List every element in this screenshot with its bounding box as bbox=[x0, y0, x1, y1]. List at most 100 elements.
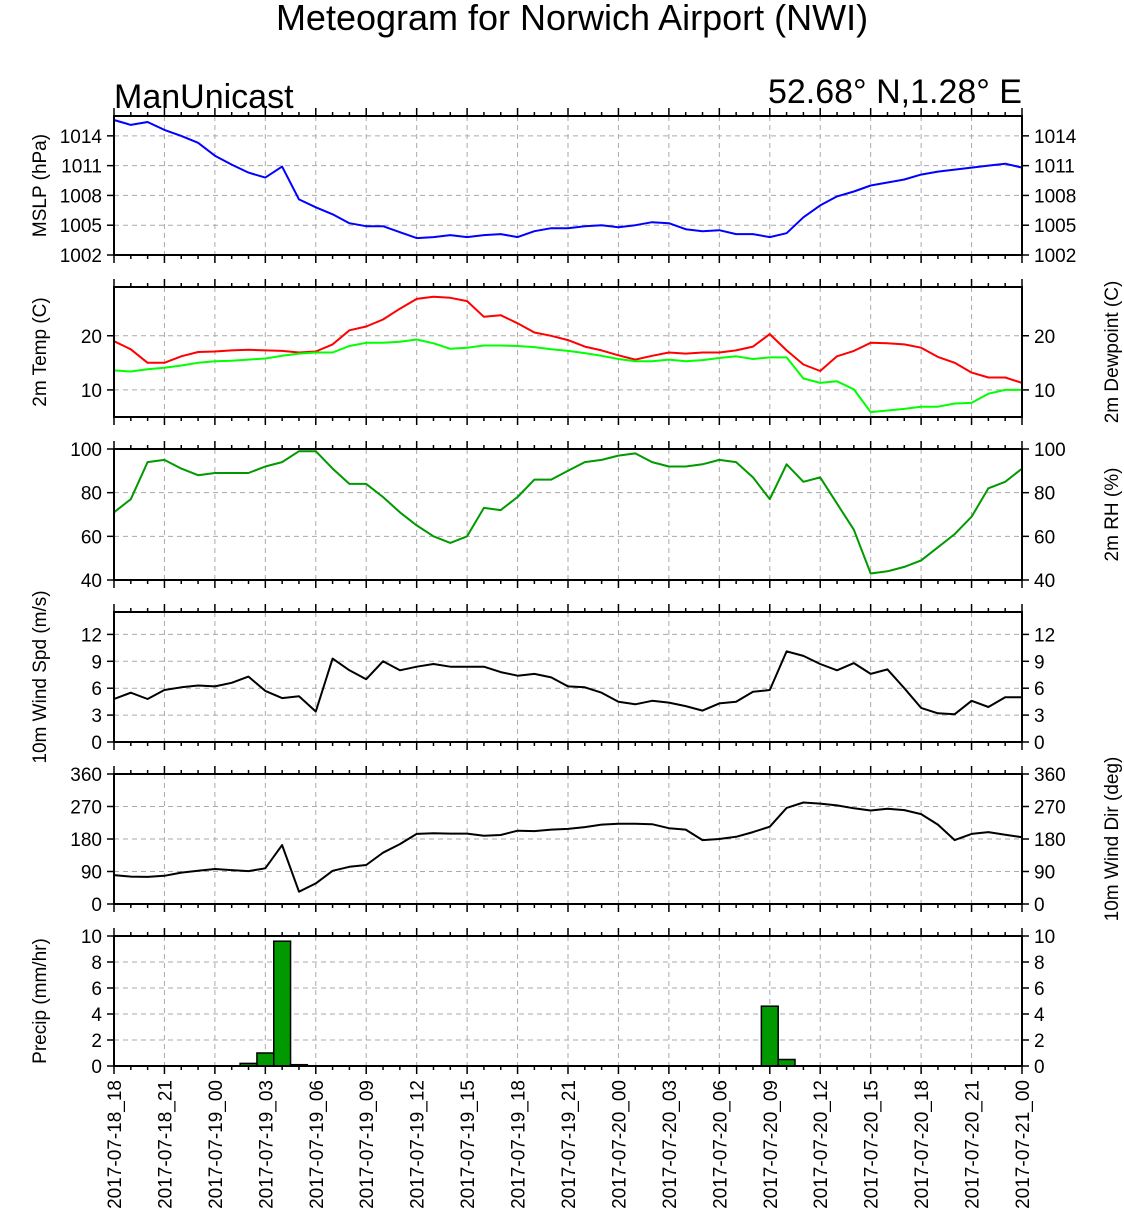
x-tick-label: 2017-07-20_03 bbox=[660, 1080, 681, 1209]
y-tick-label-left: 12 bbox=[81, 625, 102, 646]
x-tick-label: 2017-07-20_21 bbox=[963, 1080, 984, 1209]
precip-bar bbox=[760, 1005, 779, 1067]
temp-series-line-1 bbox=[113, 338, 1022, 414]
y-tick-label-left: 60 bbox=[81, 527, 102, 548]
y-tick-label-right: 1005 bbox=[1034, 216, 1076, 237]
panel-precip: 0 2 4 6 8 10 0 2 4 6 8 10 Precip (mm/hr) 2017-07-18_1… bbox=[30, 927, 1055, 1209]
mslp-series-line-0 bbox=[113, 119, 1023, 240]
precip-bar bbox=[256, 1052, 275, 1067]
x-tick-label: 2017-07-19_15 bbox=[458, 1080, 479, 1209]
x-tick-label: 2017-07-20_00 bbox=[609, 1080, 630, 1209]
wdir-series-line-0 bbox=[113, 801, 1023, 893]
y-tick-label-right: 100 bbox=[1034, 440, 1066, 461]
x-tick-label: 2017-07-19_21 bbox=[559, 1080, 580, 1209]
y-tick-label-left: 0 bbox=[91, 733, 102, 754]
y-tick-label-right: 0 bbox=[1034, 733, 1045, 754]
y-tick-label-left: 10 bbox=[81, 927, 102, 948]
y-axis-title-left: Precip (mm/hr) bbox=[30, 938, 51, 1064]
y-tick-label-left: 0 bbox=[91, 1057, 102, 1078]
y-tick-label-right: 360 bbox=[1034, 765, 1066, 786]
y-axis-title-left: 10m Wind Spd (m/s) bbox=[30, 590, 51, 763]
y-axis-title-left: MSLP (hPa) bbox=[30, 134, 51, 237]
x-tick-label: 2017-07-20_15 bbox=[862, 1080, 883, 1209]
x-tick-label: 2017-07-20_18 bbox=[912, 1080, 933, 1209]
temp-series-line-0 bbox=[113, 295, 1023, 384]
panels-group: 1002100510081011101410021005100810111014… bbox=[30, 108, 1123, 1209]
x-tick-label: 2017-07-19_12 bbox=[408, 1080, 429, 1209]
y-tick-label-right: 1008 bbox=[1034, 186, 1076, 207]
panel-temp: 10 20 10 20 2m Temp (C) 2m Dewpoint (C) bbox=[30, 279, 1123, 425]
y-tick-label-right: 40 bbox=[1034, 571, 1055, 592]
x-tick-label: 2017-07-19_00 bbox=[206, 1080, 227, 1209]
y-tick-label-right: 180 bbox=[1034, 830, 1066, 851]
y-axis-title-left: 2m Temp (C) bbox=[30, 297, 51, 406]
y-tick-label-right: 6 bbox=[1034, 679, 1045, 700]
y-tick-label-right: 9 bbox=[1034, 652, 1045, 673]
y-tick-label-right: 1002 bbox=[1034, 246, 1076, 267]
panel-mslp: 1002 1005 1008 1011 1014 1002 1005 1008 1011 1014… bbox=[30, 108, 1077, 267]
y-tick-label-left: 1014 bbox=[60, 127, 103, 148]
y-tick-label-right: 0 bbox=[1034, 895, 1045, 916]
panel-wspd: 0 3 6 9 12 0 3 6 9 12 10m Wind Spd (m/s) bbox=[30, 590, 1055, 763]
y-tick-label-right: 4 bbox=[1034, 1005, 1045, 1026]
x-tick-label: 2017-07-20_12 bbox=[811, 1080, 832, 1209]
x-tick-label: 2017-07-18_21 bbox=[155, 1080, 176, 1209]
y-tick-label-left: 9 bbox=[91, 652, 102, 673]
y-tick-label-left: 10 bbox=[81, 381, 102, 402]
y-tick-label-right: 60 bbox=[1034, 527, 1055, 548]
x-tick-label: 2017-07-20_06 bbox=[710, 1080, 731, 1209]
y-tick-label-right: 12 bbox=[1034, 625, 1055, 646]
x-tick-label: 2017-07-19_18 bbox=[509, 1080, 530, 1209]
location-label: 52.68° N,1.28° E bbox=[768, 73, 1022, 111]
chart-title: Meteogram for Norwich Airport (NWI) bbox=[276, 0, 868, 38]
y-tick-label-left: 80 bbox=[81, 484, 102, 505]
x-tick-label: 2017-07-21_00 bbox=[1013, 1080, 1034, 1209]
x-tick-label: 2017-07-20_09 bbox=[761, 1080, 782, 1209]
wspd-series-line-0 bbox=[113, 650, 1022, 716]
y-tick-label-left: 40 bbox=[81, 571, 102, 592]
y-tick-label-right: 6 bbox=[1034, 979, 1045, 1000]
y-tick-label-left: 8 bbox=[91, 953, 102, 974]
y-tick-label-left: 360 bbox=[70, 765, 102, 786]
y-axis-title-right: 10m Wind Dir (deg) bbox=[1102, 757, 1123, 922]
precip-bar bbox=[272, 940, 292, 1067]
y-axis-title-right: 2m RH (%) bbox=[1102, 468, 1123, 562]
y-tick-label-right: 1014 bbox=[1034, 127, 1077, 148]
y-axis-title-right: 2m Dewpoint (C) bbox=[1102, 281, 1123, 424]
y-tick-label-right: 10 bbox=[1034, 927, 1055, 948]
y-tick-label-left: 2 bbox=[91, 1031, 102, 1052]
y-tick-label-left: 4 bbox=[91, 1005, 102, 1026]
y-tick-label-right: 20 bbox=[1034, 327, 1055, 348]
y-tick-label-left: 1011 bbox=[61, 157, 102, 178]
y-tick-label-right: 10 bbox=[1034, 381, 1055, 402]
y-tick-label-left: 20 bbox=[81, 327, 102, 348]
y-tick-label-left: 1002 bbox=[60, 246, 102, 267]
y-tick-label-left: 3 bbox=[91, 706, 102, 727]
y-tick-label-right: 80 bbox=[1034, 484, 1055, 505]
x-tick-label: 2017-07-18_18 bbox=[105, 1080, 126, 1209]
y-tick-label-right: 270 bbox=[1034, 798, 1066, 819]
y-tick-label-left: 0 bbox=[91, 895, 102, 916]
y-tick-label-right: 2 bbox=[1034, 1031, 1045, 1052]
x-tick-label: 2017-07-19_09 bbox=[357, 1080, 378, 1209]
y-tick-label-left: 180 bbox=[70, 830, 102, 851]
rh-series-line-0 bbox=[113, 450, 1023, 575]
y-tick-label-left: 6 bbox=[91, 679, 102, 700]
y-tick-label-left: 1005 bbox=[60, 216, 102, 237]
y-tick-label-right: 0 bbox=[1034, 1057, 1045, 1078]
y-tick-label-left: 270 bbox=[70, 798, 102, 819]
panel-rh: 40 60 80 100 40 60 80 100 2m RH (%) bbox=[70, 440, 1123, 592]
y-tick-label-left: 100 bbox=[70, 440, 102, 461]
y-tick-label-left: 90 bbox=[81, 863, 102, 884]
y-tick-label-right: 8 bbox=[1034, 953, 1045, 974]
y-tick-label-left: 1008 bbox=[60, 186, 102, 207]
x-tick-label: 2017-07-19_03 bbox=[256, 1080, 277, 1209]
x-tick-label: 2017-07-19_06 bbox=[307, 1080, 328, 1209]
panel-wdir: 0 90 180 270 360 0 90 180 270 360 10m Wind Dir (de… bbox=[70, 757, 1123, 922]
y-tick-label-right: 3 bbox=[1034, 706, 1045, 727]
y-tick-label-left: 6 bbox=[91, 979, 102, 1000]
model-label: ManUnicast bbox=[114, 78, 294, 116]
y-tick-label-right: 90 bbox=[1034, 863, 1055, 884]
y-tick-label-right: 1011 bbox=[1034, 157, 1075, 178]
